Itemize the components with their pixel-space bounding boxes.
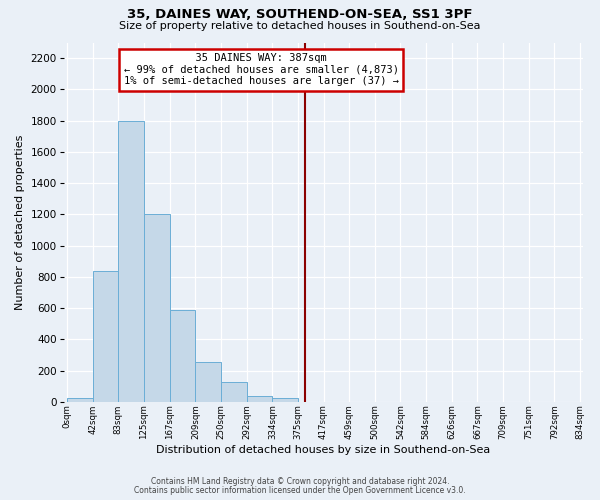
Bar	[247, 396, 272, 402]
Text: 35 DAINES WAY: 387sqm  
← 99% of detached houses are smaller (4,873)
1% of semi-: 35 DAINES WAY: 387sqm ← 99% of detached …	[124, 54, 398, 86]
Bar	[144, 214, 170, 402]
Bar	[272, 398, 298, 402]
Bar	[170, 310, 196, 402]
Bar	[196, 362, 221, 402]
X-axis label: Distribution of detached houses by size in Southend-on-Sea: Distribution of detached houses by size …	[157, 445, 491, 455]
Y-axis label: Number of detached properties: Number of detached properties	[15, 134, 25, 310]
Bar	[92, 270, 118, 402]
Bar	[221, 382, 247, 402]
Text: Contains HM Land Registry data © Crown copyright and database right 2024.: Contains HM Land Registry data © Crown c…	[151, 477, 449, 486]
Text: Contains public sector information licensed under the Open Government Licence v3: Contains public sector information licen…	[134, 486, 466, 495]
Bar	[67, 398, 92, 402]
Bar	[118, 120, 144, 402]
Text: Size of property relative to detached houses in Southend-on-Sea: Size of property relative to detached ho…	[119, 21, 481, 31]
Text: 35, DAINES WAY, SOUTHEND-ON-SEA, SS1 3PF: 35, DAINES WAY, SOUTHEND-ON-SEA, SS1 3PF	[127, 8, 473, 20]
